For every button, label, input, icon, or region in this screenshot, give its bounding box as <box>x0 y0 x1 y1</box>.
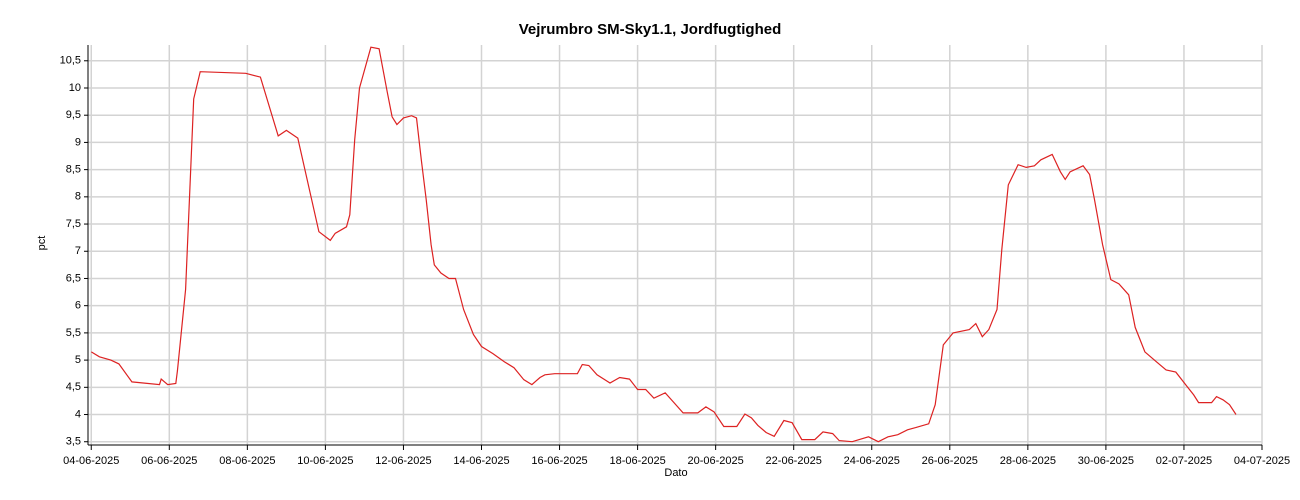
x-tick-label: 16-06-2025 <box>531 455 587 467</box>
x-tick-label: 20-06-2025 <box>688 455 744 467</box>
x-tick-label: 26-06-2025 <box>922 455 978 467</box>
y-tick-label: 8 <box>75 191 81 203</box>
chart-title: Vejrumbro SM-Sky1.1, Jordfugtighed <box>519 21 782 38</box>
x-axis-label: Dato <box>664 467 687 479</box>
plot <box>90 46 1237 443</box>
x-tick-label: 02-07-2025 <box>1156 455 1212 467</box>
y-tick-label: 5,5 <box>66 327 81 339</box>
x-tick-label: 04-06-2025 <box>63 455 119 467</box>
y-tick-label: 7,5 <box>66 218 81 230</box>
x-tick-label: 22-06-2025 <box>766 455 822 467</box>
y-tick-label: 10,5 <box>60 55 81 67</box>
data-line <box>90 46 1237 443</box>
x-tick-label: 12-06-2025 <box>375 455 431 467</box>
y-tick-label: 7 <box>75 245 81 257</box>
y-tick-label: 3,5 <box>66 436 81 448</box>
x-tick-label: 18-06-2025 <box>609 455 665 467</box>
y-tick-label: 8,5 <box>66 164 81 176</box>
y-tick-label: 6 <box>75 300 81 312</box>
grid <box>88 45 1263 445</box>
y-tick-label: 4,5 <box>66 381 81 393</box>
y-tick-label: 4 <box>75 408 81 420</box>
y-tick-label: 9 <box>75 136 81 148</box>
x-tick-label: 04-07-2025 <box>1234 455 1290 467</box>
x-tick-label: 14-06-2025 <box>453 455 509 467</box>
y-tick-label: 10 <box>69 82 81 94</box>
x-tick-label: 28-06-2025 <box>1000 455 1056 467</box>
y-axis-label: pct <box>36 236 48 251</box>
x-tick-label: 30-06-2025 <box>1078 455 1134 467</box>
y-tick-label: 9,5 <box>66 109 81 121</box>
y-tick-label: 5 <box>75 354 81 366</box>
x-tick-label: 06-06-2025 <box>141 455 197 467</box>
x-tick-label: 10-06-2025 <box>297 455 353 467</box>
x-tick-label: 24-06-2025 <box>844 455 900 467</box>
y-tick-label: 6,5 <box>66 272 81 284</box>
x-tick-label: 08-06-2025 <box>219 455 275 467</box>
